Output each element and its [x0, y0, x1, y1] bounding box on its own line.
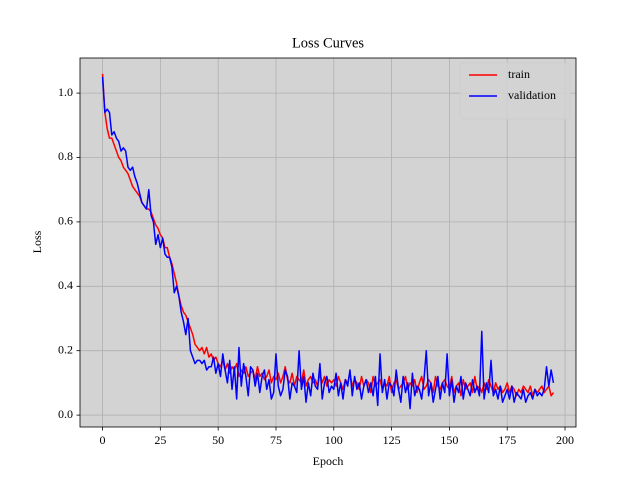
x-tick-label: 0	[100, 433, 106, 447]
x-tick-label: 25	[154, 433, 166, 447]
y-tick-label: 0.2	[58, 342, 73, 356]
x-tick-label: 175	[498, 433, 516, 447]
x-axis-label: Epoch	[313, 454, 344, 468]
y-tick-label: 0.4	[58, 278, 73, 292]
x-tick-label: 125	[383, 433, 401, 447]
x-tick-label: 75	[270, 433, 282, 447]
line-series	[101, 76, 555, 410]
axes-frame	[79, 57, 577, 428]
x-tick-label: 50	[212, 433, 224, 447]
y-tick-label: 0.6	[58, 214, 73, 228]
y-tick-label: 0.8	[58, 149, 73, 163]
y-axis-label: Loss	[30, 230, 44, 253]
chart-title: Loss Curves	[292, 35, 364, 51]
legend-label: train	[508, 67, 530, 81]
legend-label: validation	[508, 88, 556, 102]
y-tick-label: 1.0	[58, 85, 73, 99]
x-tick-label: 100	[325, 433, 343, 447]
x-tick-label: 150	[440, 433, 458, 447]
x-tick-label: 200	[556, 433, 574, 447]
legend-box	[459, 62, 571, 120]
y-tick-label: 0.0	[58, 407, 73, 421]
